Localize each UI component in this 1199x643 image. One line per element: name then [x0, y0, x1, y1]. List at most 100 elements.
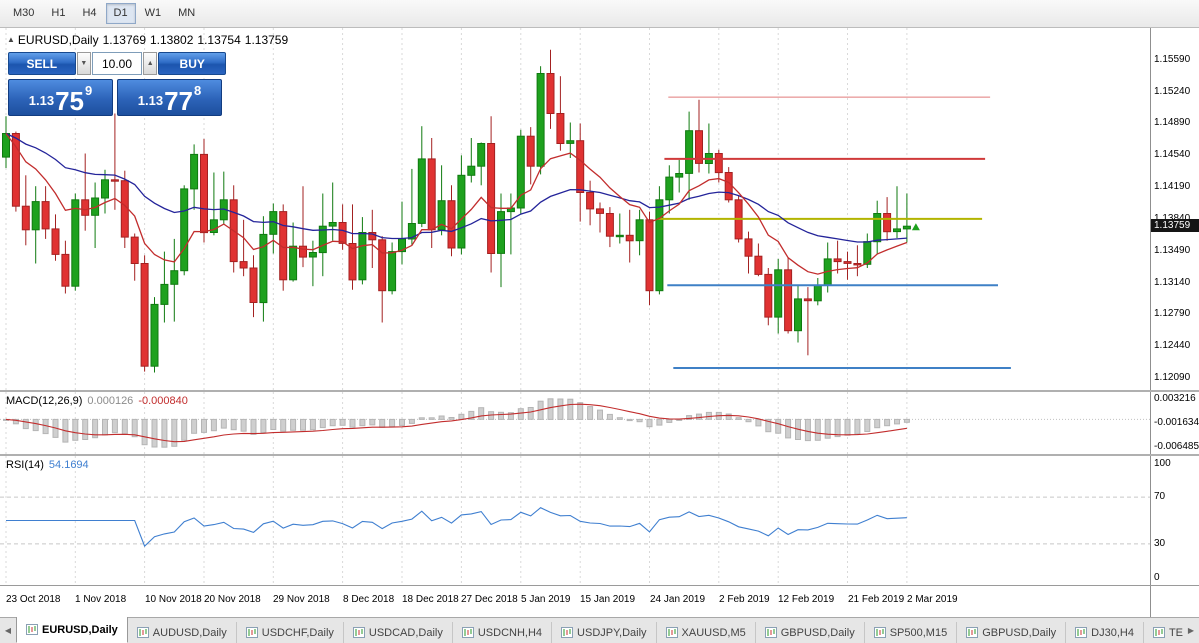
ohlc-close: 1.13759 — [244, 33, 289, 47]
chart-tab-sp500-m15[interactable]: SP500,M15 — [865, 622, 958, 643]
rsi-name-label: RSI(14) — [6, 459, 44, 471]
rsi-scale-label: 0 — [1154, 572, 1160, 583]
ohlc-open: 1.13769 — [102, 33, 146, 47]
chart-tab-icon — [1152, 627, 1165, 638]
macd-header: MACD(12,26,9) 0.000126 -0.000840 — [6, 395, 188, 407]
price-tick-label: 1.13490 — [1154, 245, 1191, 256]
chart-tab-usdcnh-h4[interactable]: USDCNH,H4 — [453, 622, 553, 643]
chart-title: ▲ EURUSD,Daily 1.13769 1.13802 1.13754 1.1375… — [7, 33, 292, 47]
macd-axis[interactable]: 0.003216 -0.001634 -0.006485 — [1150, 392, 1199, 454]
volume-input[interactable] — [92, 52, 142, 75]
rsi-panel: RSI(14) 54.1694 100 70 30 0 — [0, 456, 1199, 586]
price-tick-label: 1.15590 — [1154, 54, 1191, 65]
time-tick-label: 15 Jan 2019 — [580, 594, 636, 605]
rsi-value: 54.1694 — [48, 459, 89, 471]
chart-tab-label: DJ30,H4 — [1091, 626, 1134, 639]
chart-tab-label: XAUUSD,M5 — [681, 626, 746, 639]
macd-scale-label: -0.006485 — [1154, 441, 1199, 452]
bid-price-big: 75 — [55, 86, 84, 116]
chart-tab-icon — [461, 627, 474, 638]
chart-tab-usdcad-daily[interactable]: USDCAD,Daily — [344, 622, 453, 643]
chart-tab-icon — [1075, 627, 1088, 638]
current-price-tag: 1.13759 — [1151, 219, 1199, 232]
time-tick-label: 5 Jan 2019 — [521, 594, 571, 605]
time-tick-label: 12 Feb 2019 — [778, 594, 835, 605]
main-chart-panel: ▲ EURUSD,Daily 1.13769 1.13802 1.13754 1.1375… — [0, 28, 1199, 392]
chart-tab-icon — [873, 627, 886, 638]
rsi-axis[interactable]: 100 70 30 0 — [1150, 456, 1199, 585]
main-chart-canvas[interactable] — [0, 28, 1150, 390]
volume-decrease-button[interactable]: ▼ — [76, 52, 91, 75]
ask-price-big: 77 — [164, 86, 193, 116]
macd-name-label: MACD(12,26,9) — [6, 395, 83, 407]
buy-price-display[interactable]: 1.13 77 8 — [117, 79, 222, 116]
chart-region: ▲ EURUSD,Daily 1.13769 1.13802 1.13754 1.1375… — [0, 28, 1199, 617]
rsi-scale-label: 30 — [1154, 538, 1166, 549]
chart-tab-label: GBPUSD,Daily — [982, 626, 1057, 639]
macd-signal-value: -0.000840 — [138, 395, 188, 407]
macd-canvas[interactable] — [0, 392, 1150, 454]
chart-tab-gbpusd-daily[interactable]: GBPUSD,Daily — [756, 622, 865, 643]
chart-tab-gbpusd-daily[interactable]: GBPUSD,Daily — [957, 622, 1067, 643]
volume-increase-button[interactable]: ▲ — [143, 52, 158, 75]
price-tick-label: 1.13140 — [1154, 277, 1191, 288]
chart-tab-icon — [352, 627, 365, 638]
timeframe-button-w1[interactable]: W1 — [137, 3, 170, 24]
time-axis[interactable]: 23 Oct 2018 1 Nov 2018 10 Nov 2018 20 Nov 2… — [0, 586, 1199, 617]
timeframe-button-m30[interactable]: M30 — [5, 3, 42, 24]
time-tick-label: 18 Dec 2018 — [402, 594, 459, 605]
ask-price-prefix: 1.13 — [137, 93, 164, 108]
time-tick-label: 2 Mar 2019 — [907, 594, 958, 605]
chart-tab-usdchf-daily[interactable]: USDCHF,Daily — [237, 622, 344, 643]
timeframe-toolbar: M30 H1 H4 D1 W1 MN — [0, 0, 1199, 28]
time-tick-label: 10 Nov 2018 — [145, 594, 202, 605]
chart-tab-tech100-h1[interactable]: TECH100,H1 — [1144, 622, 1183, 643]
ohlc-high: 1.13802 — [150, 33, 194, 47]
chart-tab-xauusd-m5[interactable]: XAUUSD,M5 — [657, 622, 756, 643]
price-axis[interactable]: 1.13759 1.15590 1.15240 1.14890 1.14540 1.14… — [1150, 28, 1199, 390]
timeframe-button-mn[interactable]: MN — [170, 3, 203, 24]
sell-price-display[interactable]: 1.13 75 9 — [8, 79, 113, 116]
timeframe-button-h4[interactable]: H4 — [74, 3, 104, 24]
rsi-canvas[interactable] — [0, 456, 1150, 585]
rsi-scale-label: 70 — [1154, 491, 1166, 502]
chart-tab-label: USDCNH,H4 — [477, 626, 543, 639]
price-tick-label: 1.13840 — [1154, 213, 1190, 224]
tab-scroll-left-button[interactable]: ◀ — [0, 621, 16, 641]
tab-scroll-right-button[interactable]: ▶ — [1183, 621, 1199, 641]
chart-tab-bar: ◀ EURUSD,Daily AUDUSD,Daily USDCHF,Daily US… — [0, 617, 1199, 643]
chart-tab-label: SP500,M15 — [889, 626, 948, 639]
chart-tab-audusd-daily[interactable]: AUDUSD,Daily — [128, 622, 237, 643]
chart-tab-label: USDJPY,Daily — [577, 626, 647, 639]
price-tick-label: 1.12090 — [1154, 372, 1191, 383]
sell-button[interactable]: SELL — [8, 52, 76, 75]
chart-tab-dj30-h4[interactable]: DJ30,H4 — [1066, 622, 1144, 643]
timeframe-button-h1[interactable]: H1 — [43, 3, 73, 24]
bid-price-prefix: 1.13 — [28, 93, 55, 108]
chart-tab-icon — [764, 627, 777, 638]
time-tick-label: 20 Nov 2018 — [204, 594, 261, 605]
chart-tab-label: TECH100,H1 — [1168, 626, 1183, 639]
time-axis-corner — [1150, 586, 1199, 617]
price-tick-label: 1.14540 — [1154, 149, 1191, 160]
rsi-scale-label: 100 — [1154, 458, 1171, 469]
chart-tab-bar-list: EURUSD,Daily AUDUSD,Daily USDCHF,Daily USDC… — [16, 617, 1183, 643]
time-tick-label: 21 Feb 2019 — [848, 594, 905, 605]
chart-symbol-label: EURUSD,Daily — [17, 33, 99, 47]
price-tick-label: 1.14890 — [1154, 117, 1191, 128]
macd-scale-label: 0.003216 — [1154, 393, 1196, 404]
chart-tab-icon — [26, 624, 38, 635]
timeframe-button-d1[interactable]: D1 — [105, 3, 136, 24]
chart-tab-eurusd-daily[interactable]: EURUSD,Daily — [16, 617, 128, 643]
chart-tab-icon — [245, 627, 258, 638]
chart-tab-usdjpy-daily[interactable]: USDJPY,Daily — [552, 622, 657, 643]
price-tick-label: 1.14190 — [1154, 181, 1191, 192]
time-tick-label: 2 Feb 2019 — [719, 594, 770, 605]
chart-marker-icon: ▲ — [7, 35, 15, 44]
time-tick-label: 29 Nov 2018 — [273, 594, 330, 605]
price-tick-label: 1.12790 — [1154, 308, 1191, 319]
ohlc-low: 1.13754 — [197, 33, 241, 47]
buy-button[interactable]: BUY — [158, 52, 226, 75]
